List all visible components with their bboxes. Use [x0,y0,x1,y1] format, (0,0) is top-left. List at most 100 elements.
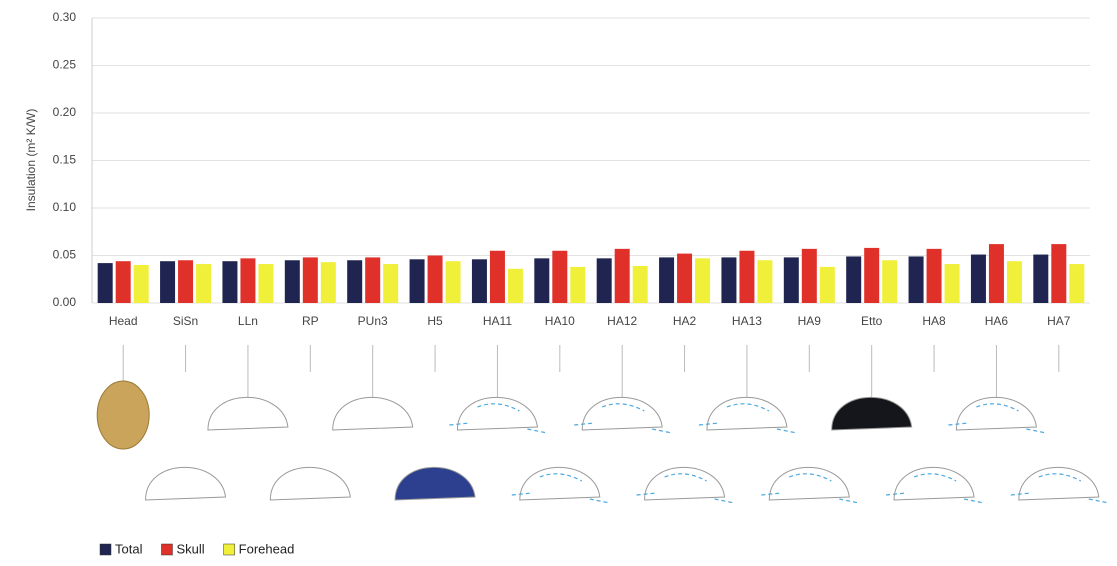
bar [365,257,381,303]
bar [988,244,1004,303]
airflow [761,473,860,504]
bar [632,265,648,303]
y-tick-label: 0.30 [53,10,77,24]
helmet-icon [644,466,726,501]
airflow [449,403,548,434]
helmet-icon [519,466,601,501]
y-tick-label: 0.10 [53,200,77,214]
bar [570,266,586,303]
helmet-icon [456,396,539,431]
bar [1033,254,1049,303]
legend-label: Skull [176,541,204,556]
x-tick-label: HA6 [985,314,1009,328]
x-tick-label: SiSn [173,314,198,328]
airflow [698,403,798,434]
airflow [1010,473,1109,504]
bar [757,260,773,303]
bar [507,268,523,303]
bar [160,261,176,303]
bar [801,248,817,303]
y-tick-label: 0.15 [53,153,77,167]
bar [695,258,711,303]
x-tick-label: HA11 [483,314,512,328]
y-tick-label: 0.05 [53,248,77,262]
bar [908,256,924,303]
legend-swatch [223,543,235,556]
airflow [574,403,673,434]
legend-label: Forehead [239,541,295,556]
x-tick-label: LLn [238,314,258,328]
helmet-icon [394,466,476,501]
x-tick-label: HA10 [545,314,575,328]
bar [471,259,487,303]
bar [783,257,799,303]
bar [178,260,194,303]
x-tick-label: PUn3 [358,314,388,328]
bar [409,259,425,303]
x-tick-label: HA12 [607,314,637,328]
bar [846,256,862,303]
bar [258,264,274,303]
bar [882,260,898,303]
bar [677,253,693,303]
legend-swatch [99,543,112,556]
y-tick-label: 0.00 [53,295,77,309]
airflow [636,473,735,504]
x-tick-label: HA9 [798,314,822,328]
bar [1051,244,1067,303]
bar [659,257,675,303]
legend-swatch [161,543,173,556]
bar [383,264,399,303]
helmet-icon [332,396,414,431]
x-tick-label: Etto [861,314,883,328]
x-tick-label: Head [109,314,138,328]
bar [864,247,880,303]
bar [596,258,612,303]
bar [97,263,113,303]
bar [534,258,550,303]
helmet-icon [955,396,1038,431]
y-tick-label: 0.25 [53,58,77,72]
bar [739,250,755,303]
x-tick-label: H5 [427,314,443,328]
helmet-icon [145,466,227,501]
airflow [886,473,985,504]
helmet-icon [207,396,289,431]
head-icon [96,380,150,450]
legend-label: Total [115,541,143,556]
x-tick-label: HA7 [1047,314,1071,328]
helmet-icon [269,466,351,501]
bar [320,262,336,303]
bar [222,261,238,303]
bar [552,250,568,303]
x-tick-label: HA8 [922,314,946,328]
bar [819,266,835,303]
helmet-icon [768,466,850,501]
bar [721,257,737,303]
helmet-icon [1018,466,1100,501]
bar [1006,261,1022,303]
helmet-icon [893,466,975,501]
bar [970,254,986,303]
y-axis-label: Insulation (m² K/W) [24,109,38,212]
helmet-icon [581,396,663,431]
y-tick-label: 0.20 [53,105,77,119]
bar [1069,264,1085,303]
x-tick-label: RP [302,314,319,328]
bar [614,248,630,303]
illustrations [96,345,1109,504]
bar [133,265,149,303]
airflow [511,473,610,504]
bar [115,261,131,303]
helmet-icon [831,396,913,431]
x-tick-label: HA13 [732,314,762,328]
airflow [948,403,1047,434]
bar [347,260,363,303]
bar [926,248,942,303]
bar [445,261,461,303]
bar [302,257,318,303]
bar [944,264,960,303]
bar [196,264,212,303]
bar [240,258,256,303]
